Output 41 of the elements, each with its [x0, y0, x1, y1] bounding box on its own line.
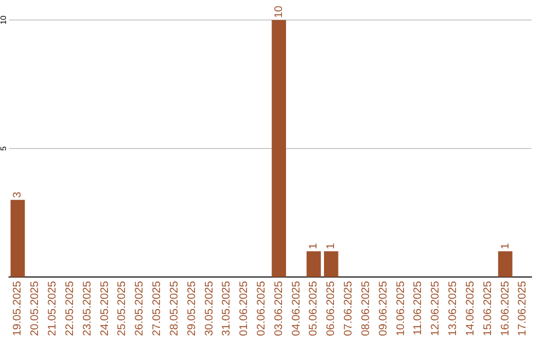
x-tick-label: 09.06.2025 [377, 280, 390, 336]
bar [306, 251, 321, 277]
data-label: 1 [499, 243, 512, 250]
data-label: 3 [12, 192, 24, 198]
x-tick-label: 12.06.2025 [430, 280, 442, 336]
x-tick-label: 29.05.2025 [186, 280, 198, 336]
x-tick-label: 05.06.2025 [308, 280, 320, 336]
data-label: 1 [308, 243, 320, 250]
x-tick-label: 16.06.2025 [499, 280, 512, 336]
data-label: 10 [272, 6, 285, 18]
x-tick-label: 04.06.2025 [290, 280, 302, 336]
x-tick-label: 15.06.2025 [482, 280, 494, 336]
x-tick-label: 21.05.2025 [46, 280, 59, 336]
x-tick-label: 10.06.2025 [394, 280, 407, 336]
x-tick-label: 17.06.2025 [516, 280, 529, 336]
x-tick-label: 31.05.2025 [220, 280, 233, 336]
x-tick-label: 19.05.2025 [12, 280, 24, 336]
x-tick-label: 25.05.2025 [116, 280, 128, 336]
bar [324, 251, 338, 277]
x-tick-label: 30.05.2025 [203, 280, 216, 336]
x-tick-label: 14.06.2025 [464, 280, 476, 336]
x-tick-label: 22.05.2025 [64, 280, 76, 336]
x-tick-label: 08.06.2025 [360, 280, 372, 336]
x-tick-label: 28.05.2025 [168, 280, 180, 336]
x-tick-label: 27.05.2025 [151, 280, 164, 336]
data-label: 1 [325, 243, 338, 250]
x-tick-label: 11.06.2025 [412, 280, 424, 336]
x-tick-label: 13.06.2025 [447, 280, 460, 336]
x-tick-label: 26.05.2025 [134, 280, 146, 336]
x-tick-label: 24.05.2025 [98, 280, 111, 336]
bar [272, 20, 286, 277]
x-tick-label: 06.06.2025 [325, 280, 338, 336]
x-tick-label: 01.06.2025 [238, 280, 250, 336]
y-tick-label: 5 [0, 146, 8, 151]
x-tick-label: 20.05.2025 [29, 280, 42, 336]
x-tick-label: 07.06.2025 [342, 280, 355, 336]
bar [498, 251, 512, 277]
bar [10, 200, 25, 277]
x-tick-label: 02.06.2025 [256, 280, 268, 336]
x-tick-label: 03.06.2025 [272, 280, 285, 336]
x-tick-label: 23.05.2025 [81, 280, 94, 336]
